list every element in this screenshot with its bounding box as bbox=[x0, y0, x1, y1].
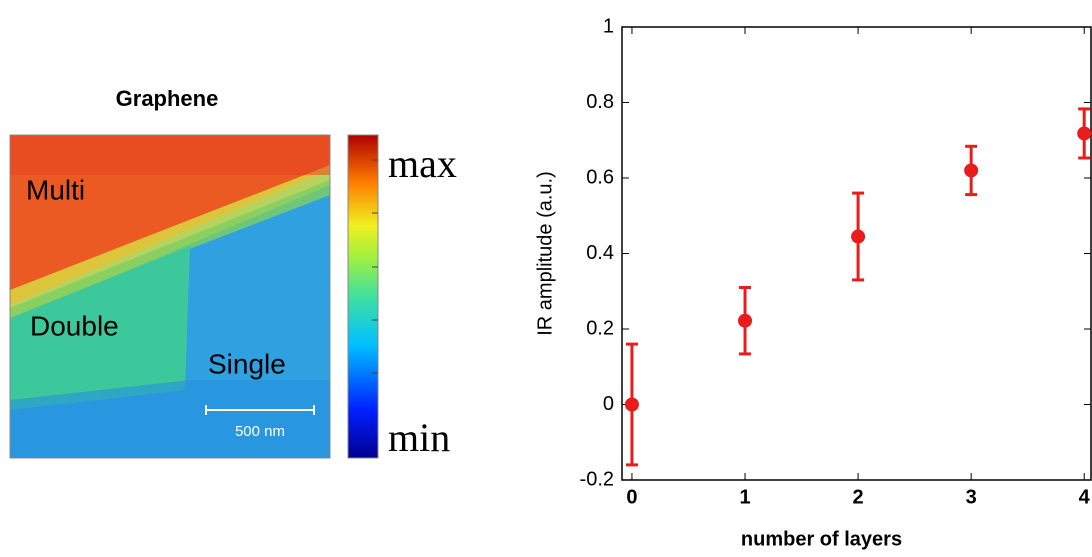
x-tick-label: 1 bbox=[739, 486, 750, 508]
point bbox=[1077, 126, 1092, 141]
point bbox=[624, 397, 639, 412]
scale-bar-label: 500 nm bbox=[235, 423, 285, 440]
y-tick-label: 1 bbox=[603, 15, 614, 37]
point bbox=[738, 313, 753, 328]
region-label: Double bbox=[30, 310, 119, 341]
y-tick-label: 0.4 bbox=[586, 242, 614, 264]
chart: -0.2 0 0.2 0.4 0.6 0.8 1 0 1 2 3 4 number of layers I… bbox=[534, 15, 1092, 550]
y-tick-label: -0.2 bbox=[580, 468, 614, 490]
x-tick-label: 3 bbox=[966, 486, 977, 508]
x-tick-label: 4 bbox=[1079, 486, 1091, 508]
point bbox=[851, 229, 866, 244]
region-label: Multi bbox=[26, 174, 85, 205]
image-title: Graphene bbox=[116, 86, 219, 111]
colorbar-ticks bbox=[372, 159, 378, 374]
point bbox=[964, 163, 979, 178]
y-axis-label: IR amplitude (a.u.) bbox=[534, 171, 556, 336]
colorbar-max: max bbox=[388, 141, 457, 186]
region-label: Single bbox=[208, 348, 286, 379]
x-tick-label: 2 bbox=[853, 486, 864, 508]
plot-frame bbox=[621, 26, 1092, 481]
colorbar bbox=[347, 134, 379, 459]
y-tick-label: 0.8 bbox=[586, 91, 614, 113]
y-tick-label: 0 bbox=[603, 393, 614, 415]
x-axis-label: number of layers bbox=[741, 528, 902, 550]
y-tick-label: 0.6 bbox=[586, 166, 614, 188]
afm-image bbox=[10, 135, 330, 458]
x-tick-label: 0 bbox=[626, 486, 637, 508]
image-frame bbox=[9, 134, 331, 459]
colorbar-min: min bbox=[388, 415, 450, 460]
y-tick-label: 0.2 bbox=[586, 317, 614, 339]
